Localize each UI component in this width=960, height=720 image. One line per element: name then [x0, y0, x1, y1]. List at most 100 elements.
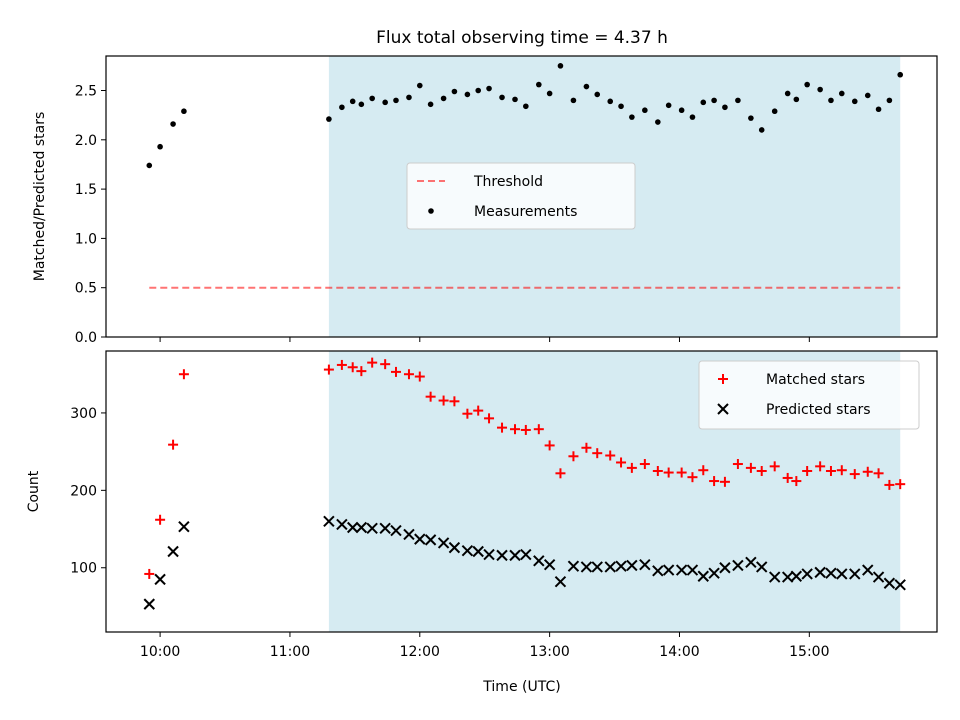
y-tick-label: 1.5	[75, 182, 97, 198]
measurement-point	[583, 83, 590, 90]
predicted-star-point	[639, 558, 651, 571]
matched-star-point	[836, 465, 847, 476]
matched-star-point	[815, 461, 826, 472]
predicted-star-point	[604, 561, 616, 573]
matched-star-point	[719, 476, 730, 487]
measurement-point	[339, 104, 345, 111]
predicted-star-point	[543, 558, 556, 571]
matched-star-point	[414, 371, 425, 382]
measurement-point	[406, 94, 412, 101]
predicted-star-point	[154, 573, 166, 586]
matched-star-point	[367, 357, 378, 368]
predicted-star-point	[825, 567, 837, 579]
predicted-star-point	[143, 598, 155, 610]
y-tick-label: 100	[70, 561, 97, 577]
predicted-star-point	[883, 577, 896, 589]
matched-star-point	[605, 450, 616, 461]
measurement-point	[886, 97, 893, 104]
matched-star-point	[438, 395, 449, 406]
predicted-star-point	[379, 522, 391, 534]
matched-star-point	[510, 424, 521, 435]
predicted-star-point	[437, 537, 450, 549]
top-panel-ratio: 0.0 0.5 1.0 1.5 2.0 2.5 Matched/Predicted star…	[32, 55, 938, 346]
predicted-star-point	[355, 521, 368, 534]
matched-star-point	[849, 469, 860, 480]
matched-star-point	[791, 476, 802, 487]
matched-star-point	[390, 366, 401, 377]
matched-star-point	[336, 359, 347, 370]
legend-box	[406, 162, 636, 230]
matched-star-point	[449, 396, 460, 407]
predicted-star-point	[626, 559, 638, 572]
predicted-star-point	[862, 564, 874, 576]
matched-star-point	[533, 424, 544, 435]
matched-star-point	[698, 465, 709, 476]
predicted-star-point	[520, 548, 532, 561]
predicted-star-point	[894, 579, 906, 591]
measurement-point	[475, 87, 482, 94]
measurement-point	[146, 162, 153, 169]
measurement-point	[427, 101, 434, 108]
measurement-point	[557, 63, 564, 69]
chart-title: Flux total observing time = 4.37 h	[376, 28, 668, 48]
predicted-star-point	[554, 575, 567, 588]
y-tick-label: 0.0	[75, 330, 97, 346]
predicted-star-point	[686, 564, 699, 576]
measurement-point	[851, 98, 858, 105]
measurement-point	[655, 119, 661, 125]
x-axis-label: Time (UTC)	[482, 679, 560, 695]
x-tick-label: 13:00	[529, 644, 569, 660]
predicted-star-point	[496, 549, 508, 562]
x-tick-label: 10:00	[140, 644, 180, 660]
predicted-star-point	[719, 562, 731, 574]
predicted-star-point	[323, 515, 335, 528]
predicted-star-point	[662, 564, 675, 576]
legend-label: Threshold	[473, 174, 543, 190]
matched-star-point	[347, 362, 358, 373]
predicted-star-point	[346, 521, 359, 534]
measurement-point	[369, 95, 375, 102]
measurement-point	[700, 99, 707, 106]
measurement-point	[464, 91, 471, 98]
measurement-point	[689, 114, 696, 120]
matched-star-point	[380, 359, 391, 370]
y-tick-label: 200	[70, 483, 97, 499]
matched-star-point	[663, 467, 674, 478]
predicted-star-point	[814, 566, 826, 579]
x-tick-label: 12:00	[400, 644, 440, 660]
x-tick-label: 11:00	[270, 644, 310, 660]
measurement-point	[629, 114, 635, 120]
matched-star-point	[592, 448, 603, 459]
matched-star-point	[825, 465, 836, 476]
measurement-point	[170, 121, 176, 127]
matched-star-point	[155, 514, 166, 525]
predicted-star-point	[708, 567, 720, 579]
measurement-point	[523, 103, 529, 110]
matched-star-point	[652, 465, 663, 476]
measurement-point	[793, 96, 800, 103]
predicted-star-point	[745, 556, 757, 569]
measurement-point	[451, 88, 458, 95]
predicted-star-point	[697, 570, 709, 582]
measurement-point	[512, 96, 518, 103]
legend-matched-swatch	[718, 374, 728, 384]
matched-star-point	[555, 468, 566, 479]
matched-star-point	[144, 568, 155, 579]
predicted-star-point	[424, 534, 437, 546]
matched-star-point	[782, 472, 793, 483]
matched-star-point	[168, 439, 179, 450]
predicted-star-point	[836, 568, 848, 580]
measurement-point	[678, 107, 685, 114]
matched-star-point	[687, 472, 698, 483]
predicted-star-point	[509, 549, 521, 562]
predicted-star-point	[849, 568, 861, 580]
measurement-point	[665, 102, 672, 109]
matched-star-point	[639, 459, 650, 470]
matched-star-point	[769, 461, 780, 472]
predicted-star-point	[768, 571, 781, 583]
predicted-star-point	[533, 555, 545, 567]
measurement-point	[735, 97, 741, 104]
matched-star-point	[802, 465, 813, 476]
legend-box	[698, 360, 920, 430]
